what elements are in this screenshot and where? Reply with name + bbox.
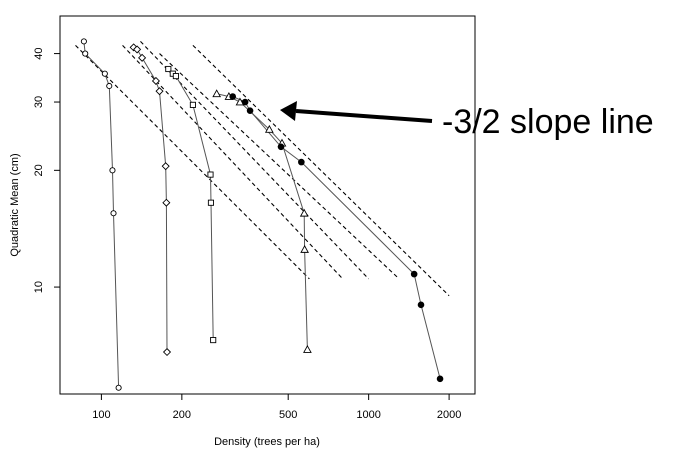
data-point-s5-5 [298,158,305,166]
data-point-s3-7 [210,337,217,344]
x-axis-label: Density (trees per ha) [214,436,320,448]
data-point-s3-5 [207,171,214,178]
y-tick-label-30: 30 [33,96,45,108]
y-tick-label-10: 10 [33,281,45,293]
data-point-s4-1 [212,89,222,98]
x-tick-label-1000: 1000 [356,409,380,421]
slope-reference-line-2 [122,44,344,280]
data-point-s2-6 [161,162,170,171]
x-axis: 100 200 500 1000 2000 [92,394,461,421]
annotation-label: -3/2 slope line [442,103,654,141]
slope-reference-line-1 [75,44,310,280]
data-point-s2-5 [155,87,164,96]
slope-annotation: -3/2 slope line [280,101,654,141]
annotation-arrow [295,109,433,123]
data-point-s5-7 [417,301,425,309]
data-point-s3-6 [207,199,215,206]
data-point-s3-4 [189,101,196,108]
y-axis: 10 20 30 40 [33,47,60,293]
data-point-s4-4 [264,124,274,133]
data-point-s5-3 [246,107,254,114]
x-tick-label-2000: 2000 [437,409,461,421]
data-point-s2-3 [138,53,147,62]
data-point-s2-8 [162,347,172,357]
data-point-s1-3 [101,70,108,77]
x-tick-label-500: 500 [279,409,297,421]
reference-lines [75,41,450,297]
series-lines [83,41,441,388]
slope-reference-line-3 [140,41,370,280]
data-point-s1-6 [110,210,117,217]
data-point-s3-3 [172,73,179,80]
data-point-s3-1 [165,65,172,73]
data-point-s2-7 [162,198,171,207]
slope-reference-line-4 [159,53,400,280]
data-point-s1-7 [115,384,122,391]
series-5-line [232,96,441,379]
data-point-s5-6 [410,270,418,278]
annotation-arrowhead [280,101,297,121]
y-axis-label: Quadratic Mean (cm) [9,153,21,256]
data-point-s5-1 [229,93,237,100]
series-4-line [216,93,308,350]
data-point-s1-2 [82,50,89,57]
plot-frame [59,15,476,395]
y-tick-label-20: 20 [33,164,45,176]
data-point-s1-4 [106,82,113,90]
y-tick-label-40: 40 [33,47,45,59]
series-points [80,38,444,391]
data-point-s2-4 [151,76,160,85]
data-point-s4-3 [235,97,245,106]
data-point-s4-8 [303,345,312,353]
x-tick-label-100: 100 [92,409,110,421]
data-point-s4-7 [300,244,309,253]
data-point-s5-2 [241,98,249,106]
data-point-s4-6 [299,208,309,217]
data-point-s1-1 [80,38,87,45]
series-2-line [133,46,168,353]
data-point-s2-2 [133,45,142,54]
data-point-s5-8 [436,375,444,383]
data-point-s1-5 [109,167,116,174]
x-tick-label-200: 200 [173,409,191,421]
data-point-s5-4 [277,143,285,151]
slope-reference-line-5 [192,44,450,297]
